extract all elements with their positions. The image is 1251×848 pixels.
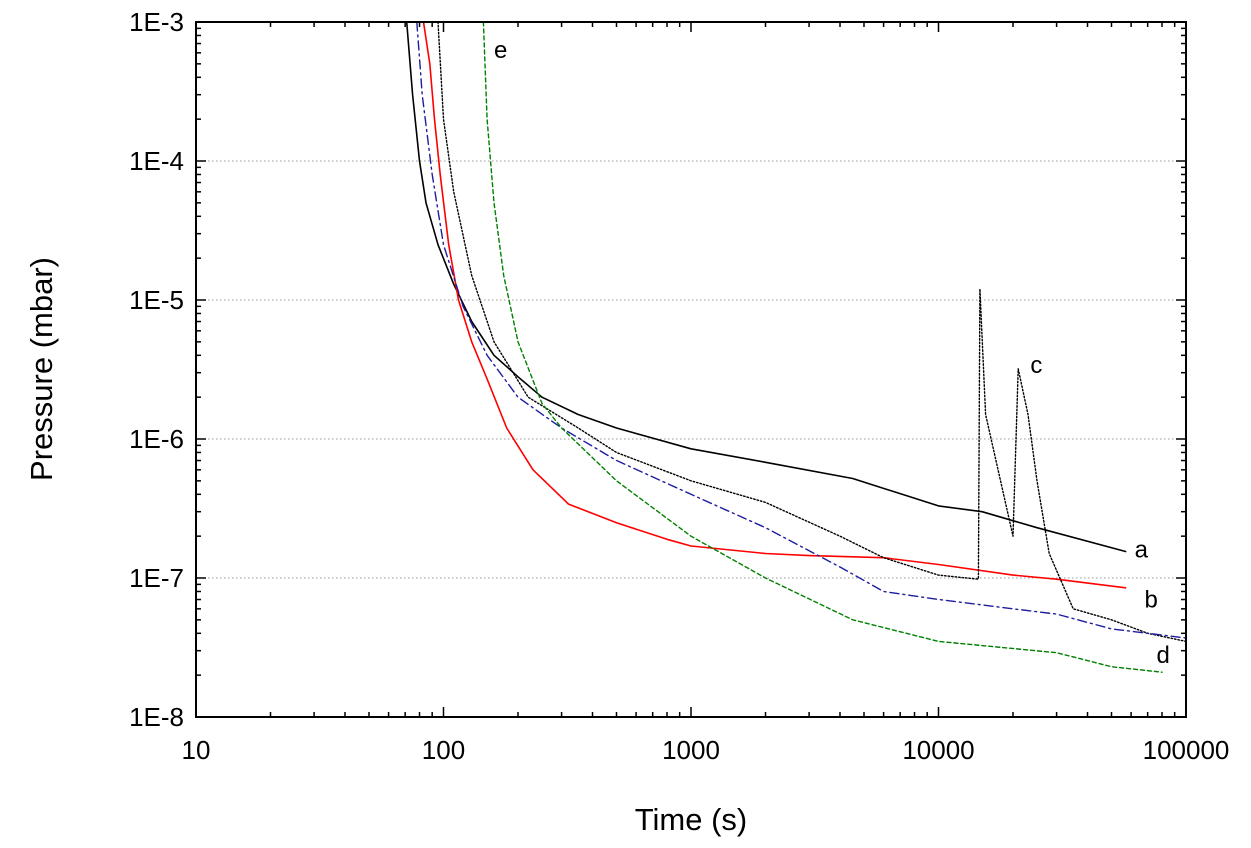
y-tick-label: 1E-7 <box>129 563 184 593</box>
tick-layer: 1E-8 1E-7 1E-6 1E-5 1E-4 1E-3 10 100 1000 10000 10… <box>129 7 1229 765</box>
x-tick-label: 1000 <box>662 735 720 765</box>
series-line-d <box>416 22 1186 639</box>
y-tick-label: 1E-6 <box>129 424 184 454</box>
curve-label-layer: ab c d e <box>494 37 1170 669</box>
curve-label-b: b <box>1145 587 1158 614</box>
y-tick-label: 1E-3 <box>129 7 184 37</box>
series-layer <box>405 22 1186 673</box>
series-line-e <box>482 22 1163 673</box>
x-tick-label: 10000 <box>902 735 974 765</box>
y-axis-title: Pressure (mbar) <box>24 257 59 481</box>
y-tick-label: 1E-8 <box>129 702 184 732</box>
grid-layer <box>196 160 1186 579</box>
x-tick-label: 10 <box>182 735 211 765</box>
y-tick-label: 1E-4 <box>129 146 184 176</box>
series-line-c <box>437 22 1186 643</box>
series-line-b <box>422 22 1127 589</box>
y-tick-label: 1E-5 <box>129 285 184 315</box>
curve-label-d: d <box>1157 642 1170 669</box>
curve-label-c: c <box>1030 352 1042 379</box>
curve-label-e: e <box>494 37 507 64</box>
x-axis-title: Time (s) <box>635 802 748 837</box>
series-line-a <box>405 22 1127 553</box>
curve-label-a: a <box>1135 537 1149 564</box>
x-tick-label: 100000 <box>1143 735 1230 765</box>
x-tick-label: 100 <box>422 735 465 765</box>
